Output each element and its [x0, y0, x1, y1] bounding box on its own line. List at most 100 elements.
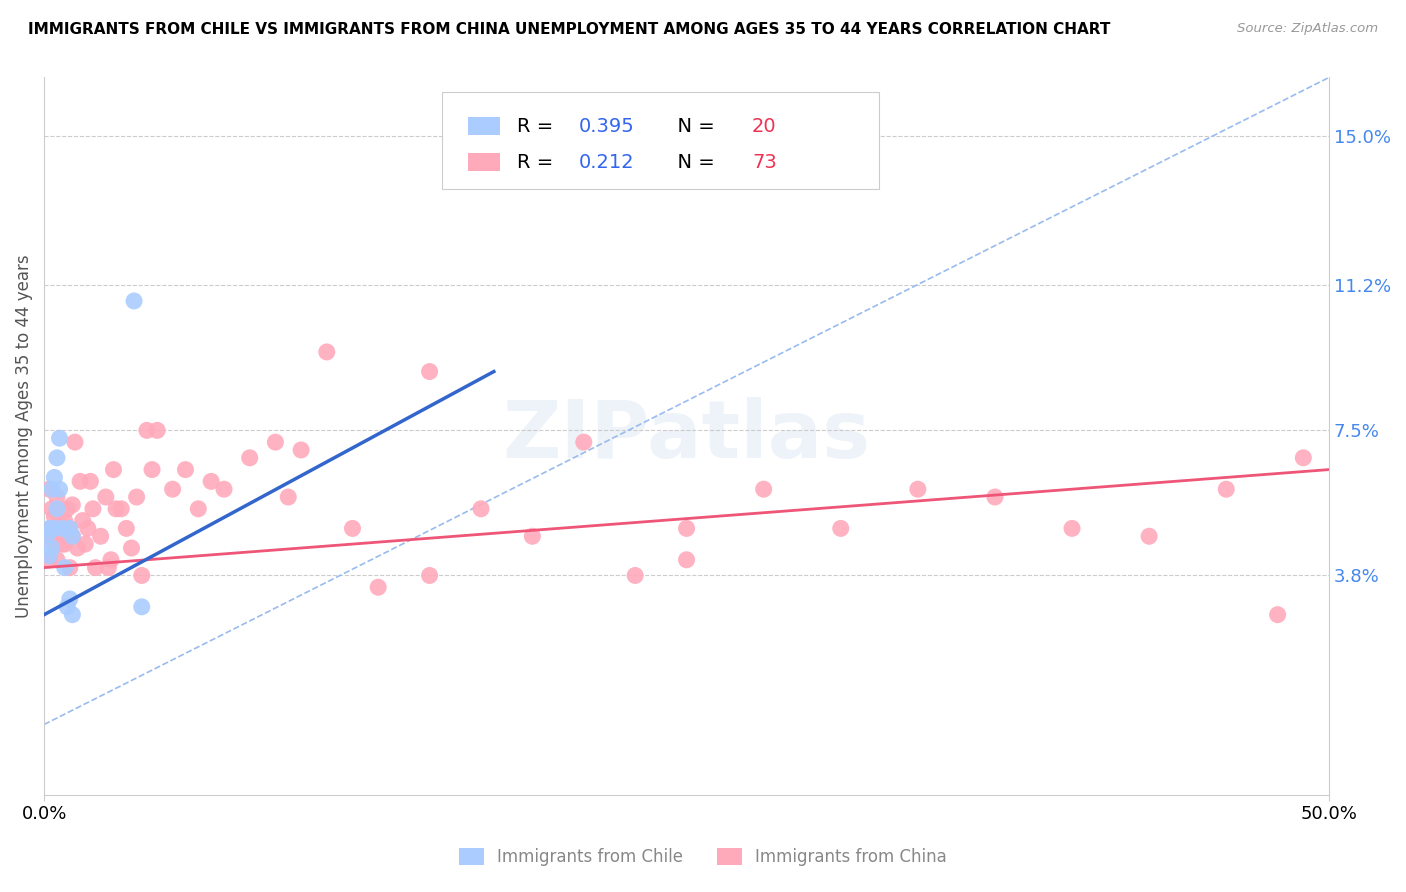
Point [90, 529, 112, 543]
Point [264, 435, 287, 450]
Point [174, 462, 197, 476]
Point [290, 442, 312, 457]
Point [752, 482, 775, 496]
Point [38, 482, 60, 496]
Point [572, 435, 595, 450]
Point [48, 431, 70, 445]
Point [56, 529, 79, 543]
Point [342, 521, 364, 535]
Point [53, 560, 76, 574]
Point [239, 450, 262, 465]
Point [135, 423, 157, 437]
Point [48, 529, 70, 543]
Point [59, 521, 82, 535]
Point [46, 490, 69, 504]
Point [60, 529, 83, 543]
Text: R =: R = [517, 153, 560, 171]
Point [1060, 521, 1083, 535]
Point [75, 537, 97, 551]
Point [69, 475, 91, 489]
Point [51, 521, 73, 535]
Point [66, 541, 89, 555]
Point [907, 482, 929, 496]
Point [82, 501, 104, 516]
Point [48, 514, 70, 528]
Point [675, 553, 697, 567]
Point [121, 541, 143, 555]
Text: R =: R = [517, 117, 560, 136]
Point [72, 514, 94, 528]
Point [38, 553, 60, 567]
Point [146, 423, 169, 437]
Point [830, 521, 852, 535]
Point [59, 560, 82, 574]
Text: ZIPatlas: ZIPatlas [502, 397, 870, 475]
FancyBboxPatch shape [468, 153, 501, 171]
FancyBboxPatch shape [443, 92, 879, 189]
Point [56, 501, 79, 516]
Point [1267, 607, 1289, 622]
Point [41, 501, 63, 516]
Point [522, 529, 544, 543]
Point [315, 345, 337, 359]
Point [141, 462, 163, 476]
Point [675, 521, 697, 535]
Text: 0.212: 0.212 [579, 153, 634, 171]
Point [44, 521, 66, 535]
Point [60, 498, 83, 512]
Point [419, 568, 441, 582]
Point [984, 490, 1007, 504]
Point [419, 365, 441, 379]
Y-axis label: Unemployment Among Ages 35 to 44 years: Unemployment Among Ages 35 to 44 years [15, 254, 32, 618]
Point [46, 553, 69, 567]
Point [1137, 529, 1160, 543]
Point [56, 599, 79, 614]
Point [84, 560, 107, 574]
Point [1292, 450, 1315, 465]
Point [38, 549, 60, 563]
Point [1215, 482, 1237, 496]
Point [131, 568, 153, 582]
Text: N =: N = [665, 153, 721, 171]
Text: Source: ZipAtlas.com: Source: ZipAtlas.com [1237, 22, 1378, 36]
Point [94, 490, 117, 504]
Point [60, 607, 83, 622]
Point [41, 541, 63, 555]
Point [97, 560, 120, 574]
Text: N =: N = [665, 117, 721, 136]
Point [110, 501, 132, 516]
Point [44, 537, 66, 551]
Point [53, 514, 76, 528]
Point [60, 529, 83, 543]
Point [367, 580, 389, 594]
Point [59, 592, 82, 607]
Point [51, 537, 73, 551]
Point [105, 501, 128, 516]
Point [38, 521, 60, 535]
Point [131, 599, 153, 614]
Point [470, 501, 492, 516]
Point [41, 521, 63, 535]
Point [212, 482, 235, 496]
Point [63, 435, 86, 450]
Point [44, 509, 66, 524]
Text: IMMIGRANTS FROM CHILE VS IMMIGRANTS FROM CHINA UNEMPLOYMENT AMONG AGES 35 TO 44 : IMMIGRANTS FROM CHILE VS IMMIGRANTS FROM… [28, 22, 1111, 37]
Point [200, 475, 222, 489]
Point [76, 521, 98, 535]
Point [100, 553, 122, 567]
Point [187, 501, 209, 516]
Text: 73: 73 [752, 153, 778, 171]
Point [35, 529, 58, 543]
Point [624, 568, 647, 582]
Text: 0.395: 0.395 [579, 117, 634, 136]
Point [122, 293, 145, 308]
Point [103, 462, 125, 476]
Point [44, 470, 66, 484]
Point [46, 501, 69, 516]
Point [125, 490, 148, 504]
Point [277, 490, 299, 504]
Point [46, 450, 69, 465]
Point [53, 537, 76, 551]
Point [59, 521, 82, 535]
Point [35, 529, 58, 543]
